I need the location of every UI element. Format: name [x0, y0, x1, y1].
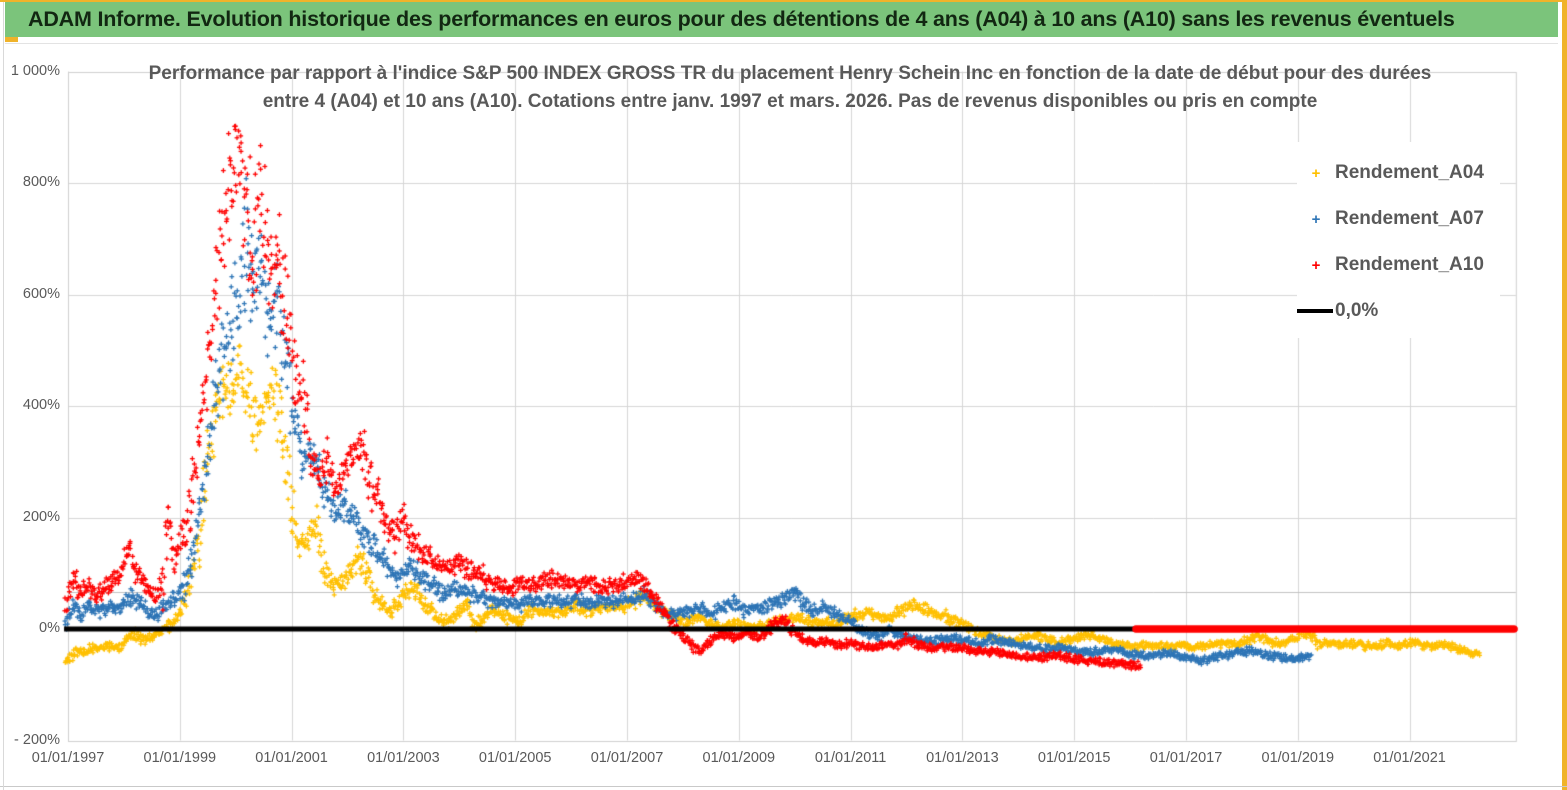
- legend-plus-marker-icon: +: [1311, 256, 1321, 274]
- x-tick-label: 01/01/2007: [590, 750, 664, 766]
- x-tick-label: 01/01/2017: [1149, 750, 1223, 766]
- x-tick-label: 01/01/2001: [255, 750, 328, 766]
- x-tick-label: 01/01/2005: [478, 750, 552, 766]
- legend-item[interactable]: 0,0%: [1297, 288, 1500, 334]
- x-tick-label: 01/01/1999: [143, 750, 217, 766]
- x-tick-label: 01/01/2019: [1261, 750, 1335, 766]
- x-tick-label: 01/01/2003: [367, 750, 440, 766]
- banner-separator: [5, 43, 1558, 44]
- legend-item-label: Rendement_A10: [1335, 254, 1484, 275]
- legend-zero-line-icon: [1297, 309, 1333, 313]
- legend-item-label: Rendement_A04: [1335, 162, 1484, 183]
- legend-plus-marker-icon: +: [1311, 164, 1321, 182]
- chart-title-line1: Performance par rapport à l'indice S&P 5…: [148, 63, 1432, 84]
- x-tick-label: 01/01/2013: [926, 750, 999, 766]
- legend-item[interactable]: + Rendement_A10: [1297, 242, 1500, 288]
- y-tick-label: 1 000%: [10, 62, 60, 79]
- banner-accent-tab: [5, 37, 18, 42]
- legend-item-label: Rendement_A07: [1335, 208, 1484, 229]
- y-tick-label: 0%: [39, 620, 60, 636]
- chart-legend[interactable]: + Rendement_A04 + Rendement_A07 + Rendement_A…: [1297, 142, 1500, 338]
- chart-title-line2: entre 4 (A04) et 10 ans (A10). Cotations…: [262, 91, 1318, 112]
- y-tick-label: 800%: [22, 174, 60, 190]
- y-tick-label: 600%: [22, 285, 60, 302]
- y-tick-label: 200%: [22, 508, 60, 525]
- legend-item[interactable]: + Rendement_A07: [1297, 196, 1500, 242]
- y-tick-label: - 200%: [14, 731, 60, 748]
- chart-title[interactable]: Performance par rapport à l'indice S&P 5…: [100, 60, 1480, 116]
- x-tick-label: 01/01/2021: [1373, 750, 1446, 766]
- window-border-top: [0, 0, 1567, 2]
- legend-plus-marker-icon: +: [1311, 210, 1321, 228]
- window-border-right: [1562, 0, 1567, 790]
- window-border-left: [3, 2, 4, 790]
- y-tick-label: 400%: [22, 397, 60, 413]
- x-tick-label: 01/01/2009: [702, 750, 776, 766]
- x-tick-label: 01/01/2011: [814, 750, 887, 766]
- banner-title: ADAM Informe. Evolution historique des p…: [28, 7, 1455, 31]
- x-tick-label: 01/01/2015: [1037, 750, 1111, 766]
- legend-item-label: 0,0%: [1335, 300, 1379, 321]
- window-border-bottom: [0, 786, 1567, 787]
- legend-item[interactable]: + Rendement_A04: [1297, 150, 1500, 196]
- header-banner: ADAM Informe. Evolution historique des p…: [5, 2, 1558, 37]
- x-tick-label: 01/01/1997: [31, 750, 105, 766]
